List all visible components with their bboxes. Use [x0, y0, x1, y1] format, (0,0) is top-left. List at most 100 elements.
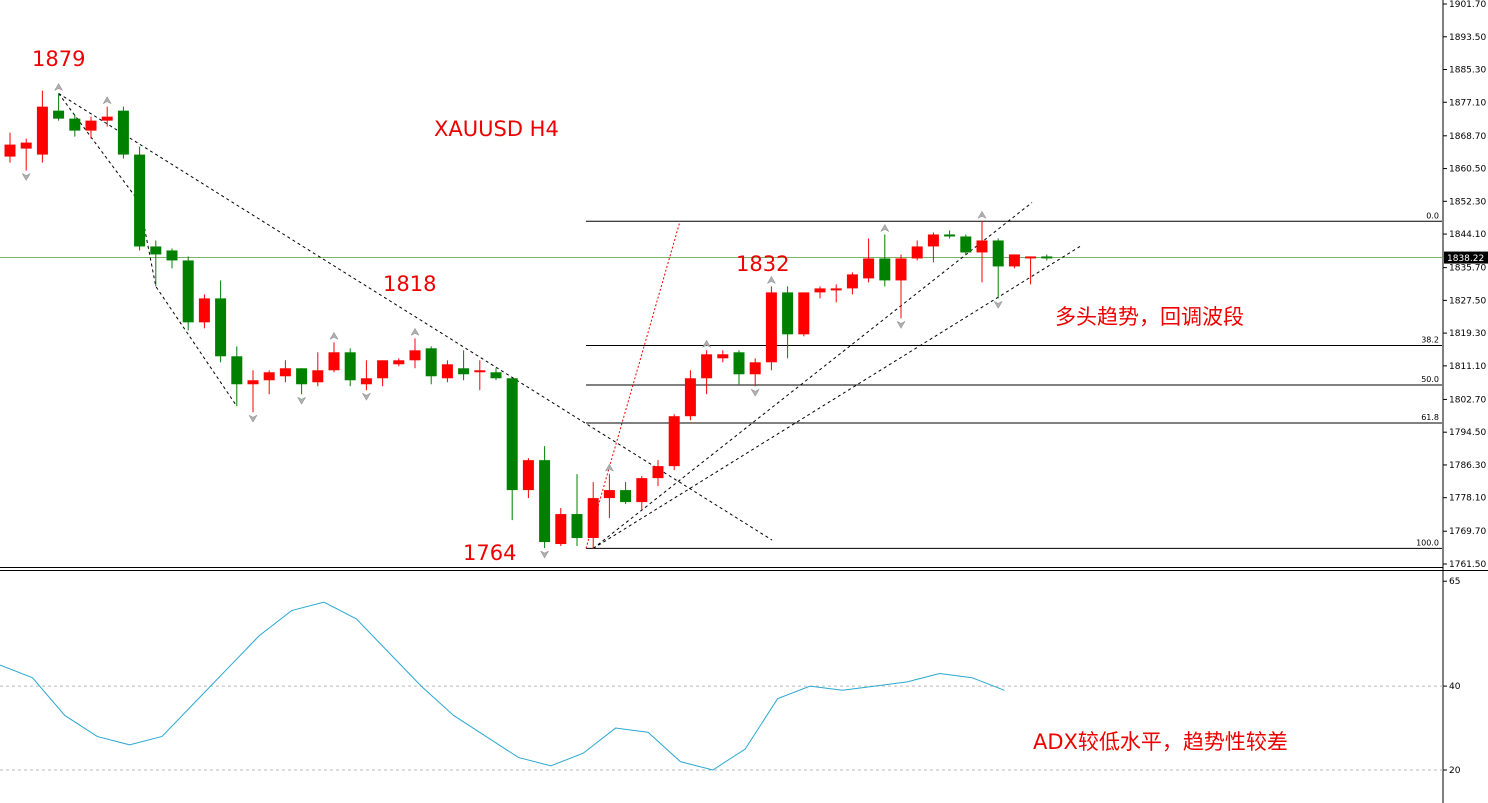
candle-body — [555, 514, 567, 545]
candle — [247, 370, 259, 413]
candle — [798, 292, 810, 337]
candle-body — [134, 154, 146, 247]
fractal-down-marker — [993, 300, 1003, 309]
price-tick-label: 1819.30 — [1449, 329, 1486, 339]
candle-body — [782, 292, 794, 335]
candle — [425, 346, 437, 385]
fractal-up-marker — [604, 463, 615, 472]
candle-body — [1041, 256, 1053, 259]
price-tick-label: 1868.70 — [1449, 132, 1486, 142]
fib-level-label: 50.0 — [1421, 375, 1439, 384]
price-tick-label: 1769.70 — [1449, 527, 1486, 537]
candle-body — [636, 478, 648, 503]
candle-body — [1008, 254, 1020, 267]
candle — [69, 114, 81, 137]
candle-body — [701, 354, 713, 379]
candle — [701, 350, 713, 395]
candle-body — [441, 364, 453, 379]
price-tick-label: 1794.50 — [1449, 428, 1486, 438]
price-tick-label: 1778.10 — [1449, 494, 1486, 504]
candle — [53, 93, 65, 121]
fib-level-label: 0.0 — [1426, 211, 1439, 220]
candle-body — [879, 258, 891, 281]
candle-body — [506, 378, 518, 491]
price-tick-label: 1802.70 — [1449, 395, 1486, 405]
current-price-badge — [1444, 251, 1488, 264]
candle — [782, 286, 794, 359]
adx-comment: ADX较低水平，趋势性较差 — [1033, 730, 1288, 754]
candle-body — [85, 120, 97, 131]
candle-body — [36, 106, 48, 155]
candle — [85, 116, 97, 139]
candle-body — [20, 142, 32, 149]
candle — [198, 294, 210, 329]
candle-body — [749, 362, 761, 375]
price-tick-label: 1877.10 — [1449, 98, 1486, 108]
candle — [668, 414, 680, 471]
candle-body — [587, 498, 599, 539]
candle — [4, 132, 16, 163]
zigzag-down-line — [58, 93, 238, 407]
candle — [328, 342, 340, 373]
chart-title: XAUUSD H4 — [434, 117, 559, 141]
candle-body — [377, 360, 389, 379]
candle-body — [960, 236, 972, 253]
price-tick-label: 1852.30 — [1449, 197, 1486, 207]
candle-body — [409, 350, 421, 361]
fractal-up-marker — [701, 339, 712, 348]
candle — [960, 234, 972, 255]
candle — [555, 508, 567, 547]
price-tick-label: 1835.70 — [1449, 264, 1486, 274]
candle — [944, 230, 956, 239]
candle — [539, 446, 551, 549]
candle — [895, 254, 907, 319]
candle-body — [733, 352, 745, 375]
candle — [976, 221, 988, 283]
adx-tick-label: 20 — [1449, 766, 1461, 776]
fractal-down-marker — [361, 392, 372, 401]
candle-body — [522, 460, 534, 491]
candle-body — [684, 378, 696, 417]
price-tick-label: 1827.50 — [1449, 296, 1486, 306]
candle — [749, 358, 761, 387]
fractal-down-marker — [896, 320, 906, 329]
adx-pane: 65 40 20 — [0, 577, 1461, 776]
fractal-up-marker — [977, 210, 987, 219]
candle-body — [765, 292, 777, 363]
candle — [636, 476, 648, 511]
candle-body — [620, 490, 632, 503]
candle — [409, 338, 421, 369]
candle-body — [296, 368, 308, 385]
candle-body — [814, 288, 826, 293]
fractal-down-marker — [21, 172, 31, 182]
candle-body — [490, 372, 502, 379]
candle-body — [458, 368, 470, 375]
candle-body — [846, 274, 858, 289]
price-tick-label: 1860.50 — [1449, 165, 1486, 175]
candle — [1008, 254, 1020, 269]
candle-body — [603, 490, 615, 499]
candle — [846, 272, 858, 295]
candle — [765, 286, 777, 371]
fib-level-label: 61.8 — [1421, 413, 1439, 422]
candle — [182, 256, 194, 331]
fractal-up-marker — [102, 96, 112, 105]
candle-body — [101, 116, 113, 121]
candle — [733, 350, 745, 385]
candle — [215, 280, 227, 363]
candle-body — [198, 298, 210, 323]
candle-body — [247, 380, 259, 385]
candle-body — [231, 356, 243, 385]
candle — [393, 358, 405, 367]
candle — [863, 238, 875, 283]
candle — [717, 350, 729, 363]
candle-body — [944, 234, 956, 237]
candle-body — [474, 370, 486, 373]
fib-anchor-line — [585, 221, 681, 549]
candle-body — [992, 240, 1004, 267]
candle — [312, 352, 324, 387]
candle — [603, 474, 615, 519]
candle — [506, 378, 518, 521]
